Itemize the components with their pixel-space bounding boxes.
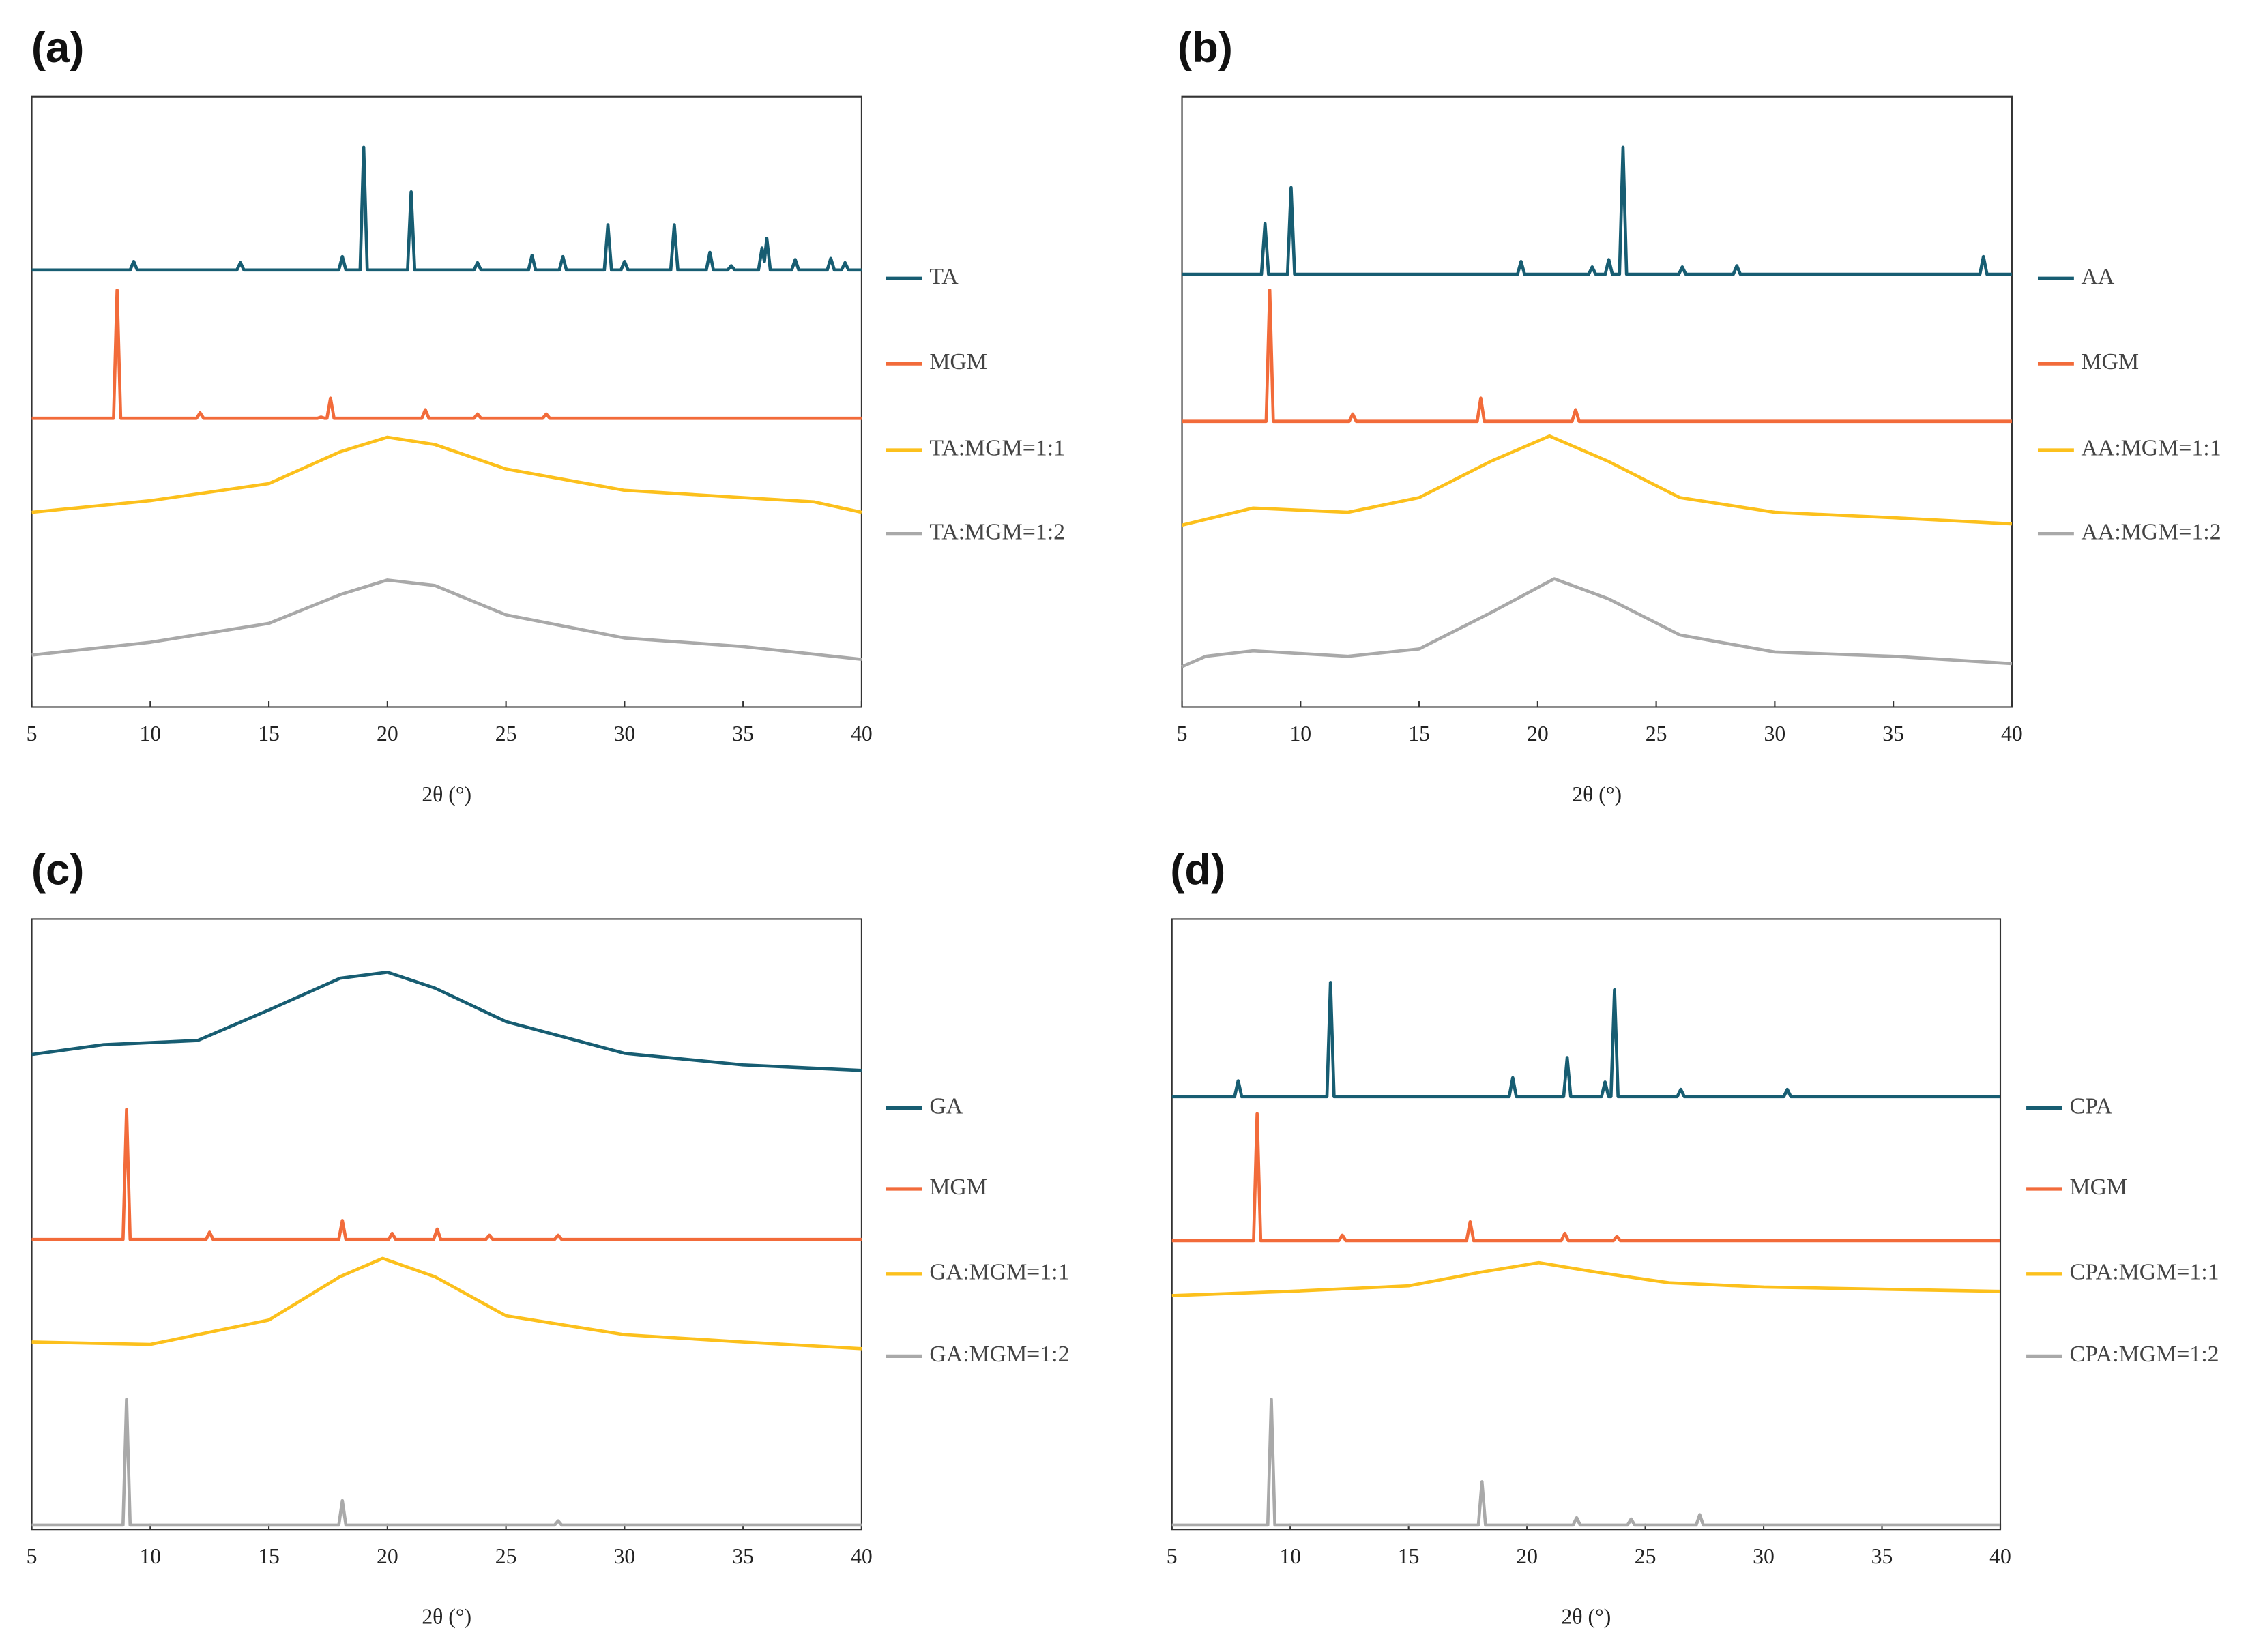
series-line <box>31 970 862 1072</box>
x-tick-label: 35 <box>732 1544 754 1568</box>
series-line <box>1171 1398 2000 1527</box>
series-line <box>31 1108 862 1241</box>
x-tick-label: 35 <box>732 722 754 746</box>
x-axis-label: 2θ (°) <box>422 782 471 806</box>
x-tick-label: 25 <box>1635 1544 1656 1568</box>
x-tick-label: 30 <box>614 1544 636 1568</box>
series-line <box>31 1398 862 1527</box>
series-line <box>1171 1260 2001 1297</box>
x-tick-label: 15 <box>258 1544 280 1568</box>
x-tick-label: 30 <box>1764 722 1786 746</box>
plot-frame <box>31 95 862 708</box>
x-tick-label: 15 <box>1398 1544 1420 1568</box>
legend-label: GA:MGM=1:2 <box>929 1342 1069 1367</box>
x-tick-label: 40 <box>851 722 873 746</box>
x-tick-label: 10 <box>139 1544 161 1568</box>
plot-frame <box>31 918 862 1531</box>
series-line <box>1181 577 2013 668</box>
legend-label: GA <box>929 1093 963 1119</box>
x-tick-label: 5 <box>1177 722 1188 746</box>
x-tick-label: 25 <box>495 722 517 746</box>
legend-label: MGM <box>2081 349 2139 374</box>
legend-label: AA <box>2081 264 2114 289</box>
x-tick-label: 40 <box>851 1544 873 1568</box>
series-line <box>1182 289 2012 424</box>
x-axis-label: 2θ (°) <box>1561 1605 1611 1629</box>
x-tick-label: 35 <box>1871 1544 1893 1568</box>
x-tick-label: 5 <box>27 1544 38 1568</box>
series-line <box>31 1256 862 1351</box>
plot-frame <box>1181 95 2013 708</box>
panel-label: (a) <box>31 24 85 72</box>
series-line <box>31 289 862 420</box>
x-tick-label: 10 <box>1279 1544 1301 1568</box>
legend-label: AA:MGM=1:1 <box>2081 436 2221 461</box>
x-tick-label: 35 <box>1882 722 1904 746</box>
series-line <box>1171 981 2000 1099</box>
x-axis-label: 2θ (°) <box>1572 782 1622 806</box>
legend-label: TA:MGM=1:1 <box>929 436 1065 461</box>
legend-label: GA:MGM=1:1 <box>929 1260 1069 1285</box>
panel-label: (d) <box>1170 846 1225 894</box>
x-tick-label: 5 <box>27 722 38 746</box>
series-line <box>1182 145 2012 276</box>
legend-label: CPA:MGM=1:2 <box>2070 1342 2219 1367</box>
legend-label: MGM <box>929 349 987 374</box>
x-tick-label: 15 <box>258 722 280 746</box>
x-tick-label: 5 <box>1167 1544 1178 1568</box>
series-line <box>31 145 862 272</box>
legend-label: CPA:MGM=1:1 <box>2070 1260 2219 1285</box>
x-tick-label: 10 <box>139 722 161 746</box>
x-tick-label: 10 <box>1289 722 1311 746</box>
legend-label: TA <box>929 264 959 289</box>
x-tick-label: 20 <box>377 722 398 746</box>
x-tick-label: 25 <box>1646 722 1667 746</box>
x-tick-label: 20 <box>1516 1544 1538 1568</box>
panel-label: (c) <box>31 846 85 894</box>
series-line <box>1181 434 2013 527</box>
legend-label: CPA <box>2070 1093 2113 1119</box>
panel-label: (b) <box>1178 24 1233 72</box>
legend-label: MGM <box>2070 1175 2128 1200</box>
x-axis-label: 2θ (°) <box>422 1605 471 1629</box>
x-tick-label: 40 <box>2001 722 2023 746</box>
x-tick-label: 15 <box>1408 722 1430 746</box>
x-tick-label: 30 <box>1753 1544 1775 1568</box>
legend-label: TA:MGM=1:2 <box>929 519 1065 544</box>
x-tick-label: 20 <box>377 1544 398 1568</box>
x-tick-label: 25 <box>495 1544 517 1568</box>
legend-label: AA:MGM=1:2 <box>2081 519 2221 544</box>
x-tick-label: 40 <box>1989 1544 2011 1568</box>
legend-label: MGM <box>929 1175 987 1200</box>
series-line <box>31 578 862 662</box>
series-line <box>1171 1112 2000 1243</box>
x-tick-label: 30 <box>614 722 636 746</box>
series-line <box>31 435 862 514</box>
plot-frame <box>1171 918 2002 1531</box>
x-tick-label: 20 <box>1527 722 1549 746</box>
